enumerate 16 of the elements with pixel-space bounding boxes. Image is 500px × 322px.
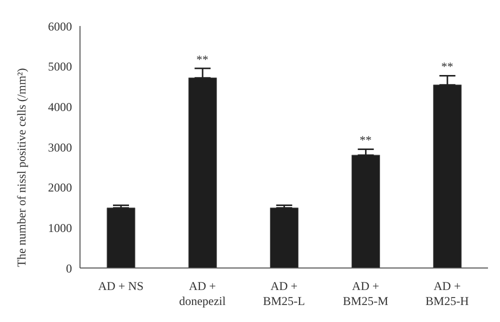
y-tick-label: 1000 xyxy=(48,220,72,235)
x-tick-label: AD + BM25-M xyxy=(342,279,389,308)
y-tick-label: 3000 xyxy=(48,140,72,154)
x-tick-label: AD + BM25-L xyxy=(263,279,305,308)
annotation: ** xyxy=(441,60,454,74)
y-tick-label: 5000 xyxy=(48,60,72,74)
annotation: ** xyxy=(360,133,372,148)
y-tick-label: 2000 xyxy=(48,180,72,195)
x-tick-label: AD + NS xyxy=(98,279,144,293)
y-axis-title: The number of nissl positive cells (/mm²) xyxy=(14,68,28,267)
x-tick-label: AD + BM25-H xyxy=(426,279,470,308)
y-tick-label: 6000 xyxy=(48,19,72,34)
x-tick-label: AD + donepezil xyxy=(179,279,226,308)
y-tick-label: 0 xyxy=(66,261,72,276)
annotation: ** xyxy=(196,52,208,66)
y-tick-label: 4000 xyxy=(48,100,72,114)
